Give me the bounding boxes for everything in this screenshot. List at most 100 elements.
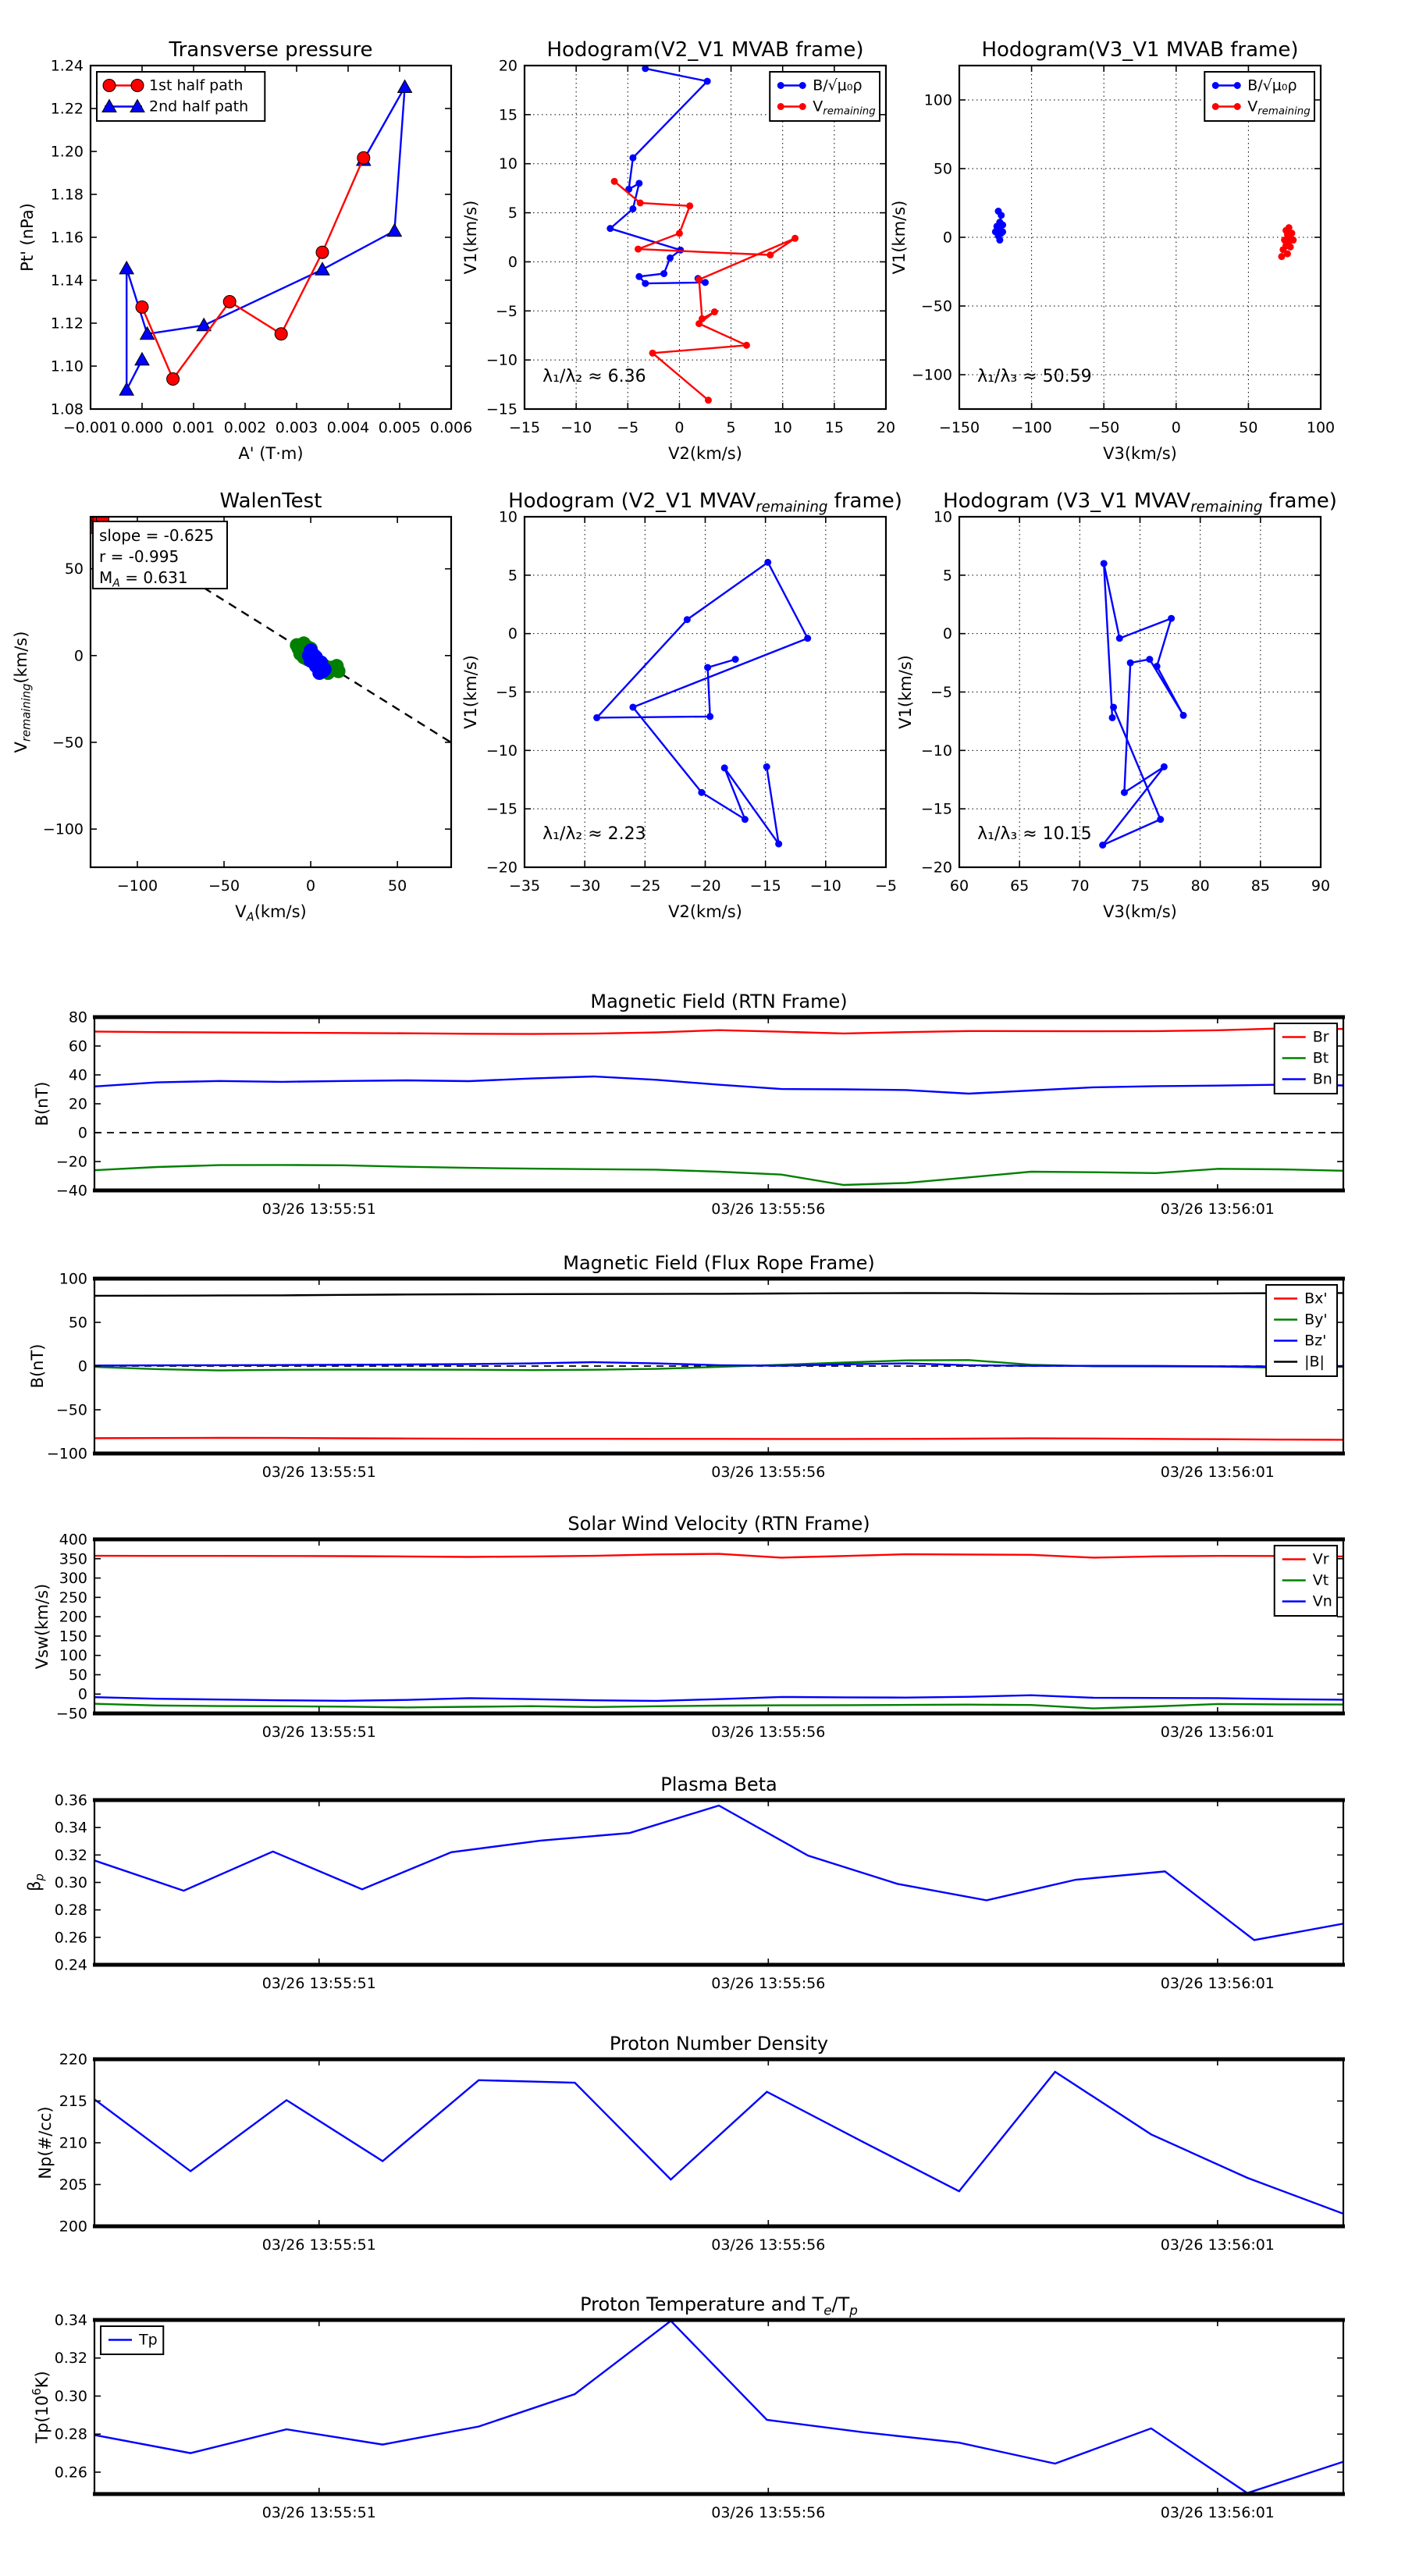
y-tick-label: 0.32 xyxy=(55,2350,87,2367)
y-axis-label: Tp(106K) xyxy=(30,2371,52,2443)
y-tick-label: −50 xyxy=(56,1402,87,1419)
plot-area xyxy=(91,66,451,409)
panel-mag-fluxrope: 03/26 13:55:51 03/26 13:55:56 03/26 13:56:… xyxy=(28,1252,1345,1481)
legend-label: Bn xyxy=(1313,1071,1332,1088)
panel-title: Solar Wind Velocity (RTN Frame) xyxy=(567,1513,870,1535)
y-tick-label: −5 xyxy=(496,684,518,701)
panel-title: Hodogram (V3_V1 MVAVremaining frame) xyxy=(943,489,1337,516)
panel-title: Hodogram(V3_V1 MVAB frame) xyxy=(981,38,1298,62)
x-tick-label: 0 xyxy=(1172,419,1181,436)
y-tick-label: 20 xyxy=(499,58,518,75)
plot-area xyxy=(94,1800,1343,1965)
y-tick-label: 50 xyxy=(934,161,952,178)
x-axis-label: V2(km/s) xyxy=(668,444,742,463)
legend-label: Vn xyxy=(1313,1593,1332,1610)
x-tick-label: 03/26 13:55:56 xyxy=(711,2236,825,2254)
legend-label: Vr xyxy=(1313,1551,1329,1568)
series-group xyxy=(1099,560,1187,849)
x-tick-label: 50 xyxy=(1239,419,1257,436)
series-line xyxy=(94,1553,1343,1559)
x-axis-label: V3(km/s) xyxy=(1103,444,1177,463)
series-line xyxy=(94,2070,1343,2215)
x-tick-label: 0 xyxy=(306,877,315,895)
y-tick-label: 1.12 xyxy=(51,315,84,333)
panel-transverse-pressure: −0.001 0.000 0.001 0.002 0.003 0.004 0.005 0.00… xyxy=(18,38,472,463)
x-tick-label: −35 xyxy=(509,877,540,895)
panel-title: Proton Temperature and Te/Tp xyxy=(580,2293,858,2318)
y-tick-label: −15 xyxy=(921,801,952,818)
y-tick-label: 10 xyxy=(934,509,952,526)
x-tick-label: 03/26 13:56:01 xyxy=(1161,1464,1275,1481)
legend-label: B/√μ₀ρ xyxy=(1247,77,1297,94)
x-tick-label: 03/26 13:55:56 xyxy=(711,1975,825,1992)
x-tick-label: −10 xyxy=(810,877,841,895)
y-tick-label: 100 xyxy=(924,92,952,109)
legend-label: Bt xyxy=(1313,1050,1329,1067)
x-tick-label: 03/26 13:55:51 xyxy=(262,1464,376,1481)
legend-box xyxy=(1204,71,1315,122)
legend-label: Vremaining xyxy=(813,98,875,118)
y-tick-label: 50 xyxy=(69,1667,87,1684)
x-tick-label: 03/26 13:55:56 xyxy=(711,1464,825,1481)
x-tick-label: 5 xyxy=(727,419,736,436)
series-group xyxy=(94,1553,1343,1710)
x-tick-label: 0 xyxy=(674,419,684,436)
x-tick-label: 50 xyxy=(388,877,407,895)
y-tick-label: −15 xyxy=(486,401,518,418)
panel-title: Plasma Beta xyxy=(660,1774,777,1795)
x-tick-label: 70 xyxy=(1070,877,1089,895)
series-group xyxy=(119,79,413,396)
panel-title: WalenTest xyxy=(220,489,322,513)
eigenvalue-ratio-annotation: λ₁/λ₂ ≈ 6.36 xyxy=(542,367,646,386)
series-group xyxy=(94,1027,1343,1187)
x-tick-label: 90 xyxy=(1311,877,1330,895)
y-axis-label: V1(km/s) xyxy=(896,655,915,729)
y-tick-label: 0 xyxy=(508,625,518,642)
y-tick-label: −50 xyxy=(52,734,84,751)
y-tick-label: 1.10 xyxy=(51,358,84,375)
y-axis-label: V1(km/s) xyxy=(461,655,480,729)
y-tick-label: 1.16 xyxy=(51,229,84,247)
legend-label: Tp xyxy=(138,2332,158,2349)
y-tick-label: 220 xyxy=(59,2051,87,2069)
stats-box xyxy=(92,521,228,589)
series-line xyxy=(614,180,796,401)
y-tick-label: −50 xyxy=(56,1706,87,1723)
y-tick-label: −15 xyxy=(486,801,518,818)
legend-label: Vt xyxy=(1313,1572,1329,1589)
x-tick-label: −10 xyxy=(560,419,592,436)
y-tick-label: 0 xyxy=(74,647,84,664)
x-tick-label: 03/26 13:55:51 xyxy=(262,1975,376,1992)
panel-vsw-rtn: 03/26 13:55:51 03/26 13:55:56 03/26 13:56:… xyxy=(33,1513,1345,1741)
plot-area xyxy=(94,1539,1343,1713)
plot-frame xyxy=(89,515,453,869)
x-tick-label: 03/26 13:55:56 xyxy=(711,1724,825,1741)
y-tick-label: 0 xyxy=(78,1686,87,1703)
y-tick-label: 215 xyxy=(59,2093,87,2110)
y-axis-label: βp xyxy=(25,1873,47,1891)
series-group xyxy=(94,2070,1343,2215)
x-tick-label: −5 xyxy=(875,877,897,895)
x-tick-label: −15 xyxy=(750,877,781,895)
legend-label: |B| xyxy=(1304,1354,1325,1371)
series-group xyxy=(606,66,799,404)
series-line xyxy=(94,1164,1343,1187)
y-tick-label: 210 xyxy=(59,2135,87,2152)
y-tick-label: 5 xyxy=(508,567,518,584)
x-tick-label: 15 xyxy=(825,419,844,436)
y-tick-label: 300 xyxy=(59,1570,87,1587)
y-tick-label: −20 xyxy=(486,859,518,877)
legend-label: Bx' xyxy=(1304,1290,1328,1308)
legend-label: Br xyxy=(1313,1029,1329,1046)
y-tick-label: 60 xyxy=(69,1038,87,1055)
y-tick-label: −100 xyxy=(43,821,84,838)
x-tick-label: 03/26 13:56:01 xyxy=(1161,1975,1275,1992)
series-line xyxy=(94,1075,1343,1095)
panel-walen-test: −100 −50 0 50 −100 −50 0 50 WalenTest VA(km/s) Vre… xyxy=(12,489,453,924)
panel-title: Proton Number Density xyxy=(610,2033,828,2055)
y-tick-label: 0.34 xyxy=(55,2312,87,2329)
x-tick-label: 0.000 xyxy=(121,419,163,436)
y-tick-label: 250 xyxy=(59,1589,87,1606)
y-tick-label: −100 xyxy=(912,367,952,384)
y-tick-label: 10 xyxy=(499,155,518,173)
